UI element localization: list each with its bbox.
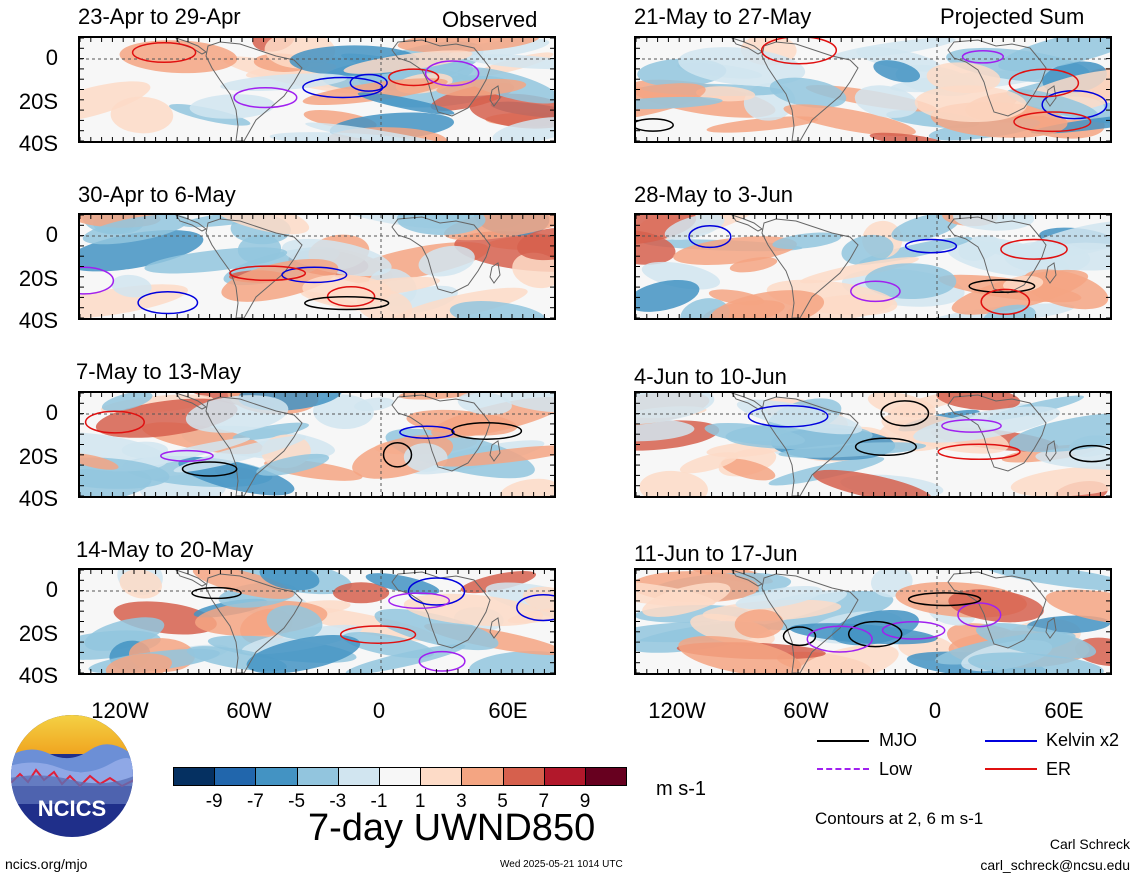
kelvin-legend-line (985, 740, 1037, 742)
kelvin-legend-label: Kelvin x2 (1046, 730, 1120, 750)
author-email: carl_schreck@ncsu.edu (980, 857, 1130, 873)
colorbar-label: 5 (497, 791, 508, 812)
colorbar-label: -9 (205, 791, 223, 812)
colorbar-swatch (296, 767, 339, 786)
panel-title-7: 4-Jun to 10-Jun (634, 364, 787, 389)
x-tick-label: 0 (928, 698, 942, 723)
panel-title-2: 30-Apr to 6-May (78, 182, 236, 207)
colorbar-label: 3 (456, 791, 467, 812)
y-tick-label: 20S (18, 444, 58, 469)
x-tick-label: 60E (488, 698, 528, 723)
x-tick-label: 60E (1044, 698, 1084, 723)
panel-title-3: 7-May to 13-May (76, 359, 242, 384)
colorbar-label: -3 (329, 791, 347, 812)
colorbar-label: -5 (288, 791, 306, 812)
timestamp: Wed 2025-05-21 1014 UTC (500, 859, 623, 870)
map-panel-6 (634, 213, 1112, 320)
logo-text: NCICS (38, 796, 106, 821)
x-tick-label: 0 (372, 698, 386, 723)
colorbar-swatch (420, 767, 463, 786)
y-tick-label: 40S (18, 663, 58, 688)
panel-title-4: 14-May to 20-May (76, 537, 254, 562)
contour-note: Contours at 2, 6 m s-1 (815, 809, 984, 828)
colorbar-swatch (543, 767, 586, 786)
mjo-legend-label: MJO (879, 730, 917, 750)
er-legend-label: ER (1046, 759, 1072, 779)
colorbar-label: 7 (538, 791, 550, 812)
colorbar-label: 9 (579, 791, 591, 812)
colorbar-label: 1 (414, 791, 426, 812)
y-tick-label: 0 (45, 222, 58, 247)
panel-title-1: 23-Apr to 29-Apr (78, 4, 241, 29)
map-panel-2 (78, 213, 556, 320)
y-tick-label: 0 (45, 577, 58, 602)
map-panel-1 (78, 36, 556, 143)
y-tick-label: 20S (18, 89, 58, 114)
colorbar-swatch (173, 767, 216, 786)
map-panel-5 (634, 36, 1112, 143)
colorbar-swatch (255, 767, 298, 786)
x-tick-label: 60W (783, 698, 829, 723)
y-tick-label: 20S (18, 621, 58, 646)
author-name: Carl Schreck (1049, 836, 1130, 852)
colorbar-swatch (502, 767, 545, 786)
ncics-logo: NCICS (10, 714, 134, 838)
chart-title: 7-day UWND850 (308, 807, 596, 849)
map-panel-8 (634, 568, 1112, 675)
site-url: ncics.org/mjo (5, 856, 88, 872)
y-tick-label: 40S (18, 131, 58, 156)
colorbar-label: -7 (246, 791, 264, 812)
colorbar-swatch (214, 767, 257, 786)
x-tick-label: 60W (226, 698, 272, 723)
y-tick-label: 0 (45, 400, 58, 425)
colorbar-swatch (585, 767, 628, 786)
y-tick-label: 40S (18, 308, 58, 333)
colorbar-swatch (379, 767, 422, 786)
colorbar-swatch (461, 767, 504, 786)
panel-title-5: 21-May to 27-May (634, 4, 812, 29)
x-tick-label: 120W (91, 698, 149, 723)
y-tick-label: 40S (18, 486, 58, 511)
colorbar-label: -1 (370, 791, 388, 812)
x-tick-label: 120W (648, 698, 706, 723)
map-panel-7 (634, 391, 1112, 498)
projected-header: Projected Sum (940, 4, 1085, 29)
observed-header: Observed (442, 7, 538, 32)
map-panel-3 (78, 391, 556, 498)
map-panel-4 (78, 568, 556, 675)
er-legend-line (985, 768, 1037, 770)
panel-title-8: 11-Jun to 17-Jun (634, 541, 798, 566)
panel-title-6: 28-May to 3-Jun (634, 182, 793, 207)
colorbar-units: m s-1 (656, 778, 706, 800)
low-legend-line (817, 768, 869, 770)
mjo-legend-line (817, 740, 869, 742)
y-tick-label: 0 (45, 45, 58, 70)
y-tick-label: 20S (18, 266, 58, 291)
colorbar-swatch (337, 767, 380, 786)
low-legend-label: Low (879, 759, 913, 779)
